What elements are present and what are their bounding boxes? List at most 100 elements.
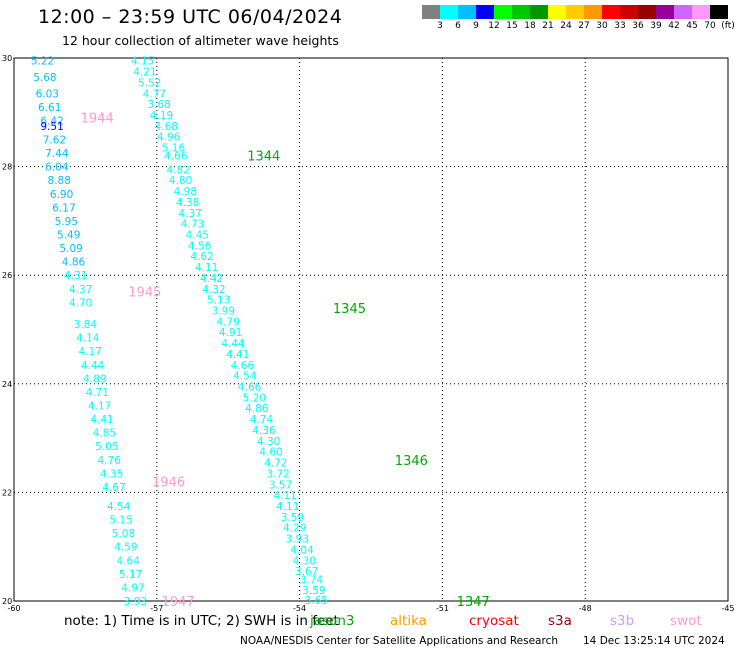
wave-height-value: 7.44 [45,148,69,160]
wave-height-value: 4.72 [264,458,287,470]
wave-height-value: 5.49 [57,229,80,241]
legend-tick-label: 42 [668,21,680,31]
legend-swatch [440,5,458,19]
wave-height-value: 4.82 [167,164,190,176]
legend-swatch [674,5,692,19]
wave-height-value: 4.35 [100,468,123,480]
wave-height-value: 3.93 [124,596,147,608]
y-tick-label: 22 [2,488,12,497]
wave-height-value: 4.80 [169,175,192,187]
wave-height-value: 5.17 [119,569,142,581]
legend-tick-label: 30 [596,21,608,31]
legend-tick-label: 12 [488,21,500,31]
wave-height-value: 3.72 [266,468,289,480]
y-tick-label: 24 [2,380,12,389]
wave-height-value: 4.21 [133,67,156,79]
wave-height-value: 5.16 [162,143,186,155]
jason3-pass-time: 1344 [247,150,280,165]
y-tick-label: 30 [2,54,12,63]
wave-height-value: 8.88 [48,175,71,187]
wave-height-value: 4.79 [217,316,240,328]
wave-height-value: 4.11 [274,490,297,502]
wave-height-value: 4.66 [164,151,188,163]
legend-tick-label: 27 [578,21,590,31]
legend-color-bar [422,5,728,19]
wave-height-value: 4.76 [98,455,122,467]
wave-height-value: 3.84 [74,319,98,331]
x-tick-label: -60 [7,604,20,613]
wave-height-value: 4.67 [102,482,125,494]
wave-height-value: 5.09 [59,243,82,255]
wave-height-value: 3.59 [281,512,304,524]
legend-swatch [710,5,728,19]
mission-s3a: s3a [548,613,572,629]
wave-height-value: 5.95 [55,216,78,228]
legend-tick-label: 3 [437,21,443,31]
wave-height-value: 3.74 [300,574,324,586]
wave-height-value: 5.68 [33,72,56,84]
wave-height-value: 4.70 [69,297,92,309]
wave-height-value: 5.52 [138,77,161,89]
wave-height-value: 3.99 [212,305,235,317]
wave-height-value: 4.91 [219,327,242,339]
wave-height-value: 4.56 [188,240,212,252]
wave-height-value: 4.44 [81,360,105,372]
page-subtitle: 12 hour collection of altimeter wave hei… [62,33,339,48]
wave-height-value: 4.32 [202,284,225,296]
wave-height-value: 4.19 [150,110,173,122]
wave-height-value: 4.96 [157,132,181,144]
wave-height-value: 4.14 [76,333,100,345]
legend-tick-label: 9 [473,21,479,31]
wave-height-value: 4.11 [195,262,218,274]
legend-swatch [638,5,656,19]
wave-height-value: 4.30 [293,555,316,567]
data-points: 5.22 5.68 6.03 6.616.429.517.62 7.44 6.048.88… [31,56,328,608]
wave-height-value: 4.71 [86,387,109,399]
legend-swatch [692,5,710,19]
wave-height-value: 4.86 [62,257,86,269]
wave-height-value: 3.67 [295,566,318,578]
legend-swatch [494,5,512,19]
wave-height-value: 4.17 [88,401,111,413]
wave-height-value: 4.37 [69,284,92,296]
wave-height-value: 6.42 [40,115,63,127]
wave-height-value: 4.66 [238,382,262,394]
legend-tick-label: 45 [686,21,698,31]
wave-height-value: 6.03 [36,88,59,100]
wave-height-value: 4.15 [131,56,154,68]
swot-pass-time: 1944 [81,112,114,127]
plot-grid [14,58,728,601]
jason3-pass-time: 1347 [457,595,490,610]
legend-swatch [656,5,674,19]
plot-axes: -60 -57 -54 -51 -48 -45 20 22 24 26 28 30 [2,54,735,613]
wave-height-value: 4.59 [114,542,137,554]
legend-tick-label: 70 [704,21,716,31]
legend-tick-label: (ft) [721,21,735,31]
mission-jason3: jason3 [310,613,355,629]
wave-height-value: 5.22 [31,56,54,68]
wave-height-value: 4.44 [221,338,245,350]
footer-note: note: 1) Time is in UTC; 2) SWH is in fe… [64,613,339,629]
wave-height-value: 4.60 [259,447,282,459]
x-tick-label: -54 [293,604,306,613]
wave-height-value: 4.89 [83,373,106,385]
wave-height-value: 4.04 [290,544,314,556]
wave-height-value: 7.62 [43,134,66,146]
y-tick-label: 20 [2,597,12,606]
generated-timestamp: 14 Dec 13:25:14 UTC 2024 [583,635,725,647]
wave-height-value: 6.17 [52,202,75,214]
wave-height-value: 4.86 [245,403,269,415]
wave-height-value: 4.73 [181,219,204,231]
wave-height-value: 4.74 [250,414,274,426]
legend-tick-label: 18 [524,21,536,31]
jason3-pass-time: 1345 [333,302,366,317]
wave-height-value: 4.38 [176,197,199,209]
wave-height-value: 4.41 [90,414,113,426]
color-legend: 3 6 9 12 15 18 21 24 27 30 33 36 39 42 45 70 (ft) [422,5,735,35]
pass-time-labels: 1944 1945 1946 1947 1344 1345 1346 1347 [81,112,490,610]
legend-tick-label: 36 [632,21,644,31]
legend-tick-labels: 3 6 9 12 15 18 21 24 27 30 33 36 39 42 45 70 (ft) [422,19,735,33]
wave-height-value: 4.54 [107,501,131,513]
wave-height-value: 5.05 [95,441,118,453]
